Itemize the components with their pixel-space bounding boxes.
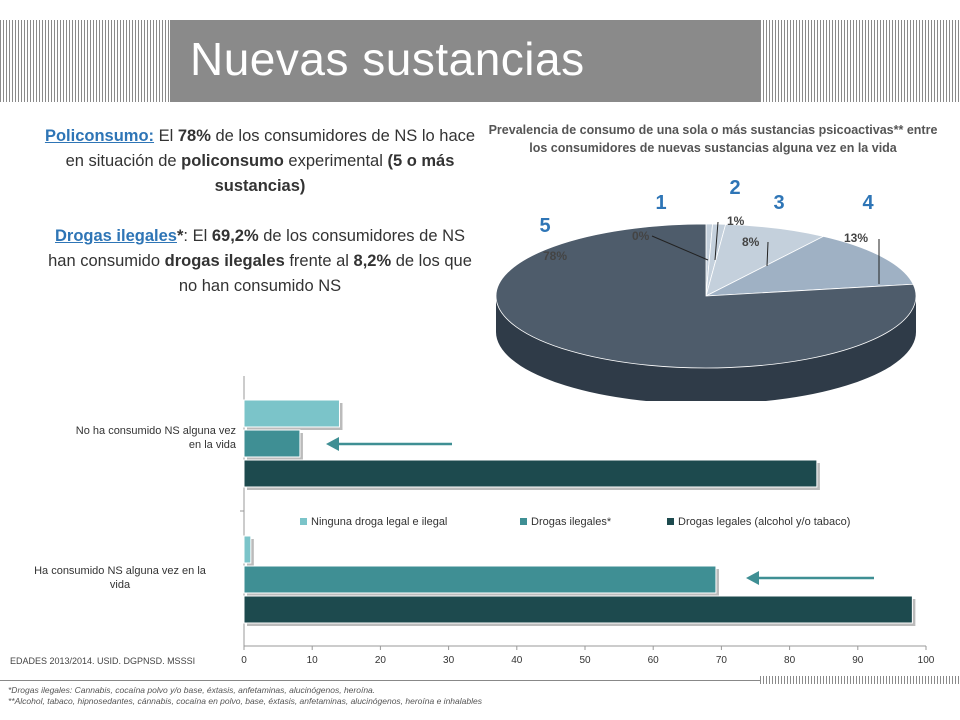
x-tick-label: 30 xyxy=(443,655,455,666)
policonsumo-link[interactable]: Policonsumo: xyxy=(44,127,155,145)
pie-leader-line xyxy=(766,241,769,267)
bar-ns-2 xyxy=(243,595,913,624)
pie-category-label: 5 xyxy=(539,215,550,237)
category-label: Ha consumido NS alguna vez en la vida xyxy=(34,565,207,591)
x-tick-label: 0 xyxy=(241,655,247,666)
arrow-ns-head xyxy=(746,571,759,585)
pie-leader-line xyxy=(714,221,719,261)
pie-value-label: 78% xyxy=(543,249,567,263)
arrow-no-ns-head xyxy=(326,437,339,451)
pie-value-label: 8% xyxy=(742,235,760,249)
footnote-1: *Drogas ilegales: Cannabis, cocaína polv… xyxy=(8,685,376,695)
x-tick-label: 100 xyxy=(918,655,935,666)
policonsumo-paragraph: Policonsumo: El 78% de los consumidores … xyxy=(44,127,476,195)
pie-leader-line xyxy=(651,235,709,261)
bar-no-ns-0 xyxy=(243,399,340,428)
footer-divider xyxy=(0,680,760,681)
x-tick-label: 80 xyxy=(784,655,796,666)
footer-pattern xyxy=(760,676,960,684)
bar-no-ns-2 xyxy=(243,459,818,488)
pie-value-label: 13% xyxy=(844,231,868,245)
bar-chart: 0 10 20 30 40 50 60 70 80 90 100 No ha consumido NS… xyxy=(10,376,935,666)
pie-category-label: 1 xyxy=(655,192,666,214)
pie-chart: 1 0% 2 1% 3 8% 4 13% 5 78% xyxy=(495,177,917,401)
x-tick-label: 90 xyxy=(852,655,864,666)
pie-category-label: 2 xyxy=(729,177,740,199)
source-label: EDADES 2013/2014. USID. DGPNSD. MSSSI xyxy=(10,656,195,666)
legend-swatch xyxy=(667,518,674,525)
pie-side-wall xyxy=(496,296,916,401)
pie-value-label: 1% xyxy=(727,214,745,228)
bar-ns-0 xyxy=(243,535,252,564)
pie-value-label: 0% xyxy=(632,229,650,243)
bar-no-ns-1 xyxy=(243,429,301,458)
page-title: Nuevas sustancias xyxy=(190,33,585,85)
pie-chart-title: Prevalencia de consumo de una sola o más… xyxy=(488,123,938,155)
title-bar xyxy=(170,20,760,102)
legend-swatch xyxy=(520,518,527,525)
drogas-ilegales-link[interactable]: Drogas ilegales xyxy=(55,227,177,245)
x-tick-label: 40 xyxy=(511,655,523,666)
pie-slice-5 xyxy=(495,223,917,369)
x-tick-label: 50 xyxy=(579,655,591,666)
legend-label: Drogas ilegales* xyxy=(531,516,612,528)
header-pattern-left xyxy=(0,20,170,102)
category-label: No ha consumido NS alguna vez en la vida xyxy=(76,425,237,451)
drogas-ilegales-paragraph: Drogas ilegales*: El 69,2% de los consum… xyxy=(48,227,472,295)
legend-label: Drogas legales (alcohol y/o tabaco) xyxy=(678,516,850,528)
bar-ns-1 xyxy=(243,565,717,594)
x-tick-label: 70 xyxy=(716,655,728,666)
pie-slice-4 xyxy=(705,235,914,297)
x-tick-label: 10 xyxy=(307,655,319,666)
legend-swatch xyxy=(300,518,307,525)
legend-label: Ninguna droga legal e ilegal xyxy=(311,516,447,528)
footnote-2: **Alcohol, tabaco, hipnosedantes, cánnab… xyxy=(8,696,482,706)
summary-text: Policonsumo: El 78% de los consumidores … xyxy=(40,124,480,299)
x-tick-label: 60 xyxy=(648,655,660,666)
x-tick-label: 20 xyxy=(375,655,387,666)
header-pattern-right xyxy=(760,20,960,102)
footnotes: *Drogas ilegales: Cannabis, cocaína polv… xyxy=(8,685,482,707)
pie-category-label: 3 xyxy=(773,192,784,214)
pie-category-label: 4 xyxy=(862,192,874,214)
pie-slice-3 xyxy=(705,223,825,297)
